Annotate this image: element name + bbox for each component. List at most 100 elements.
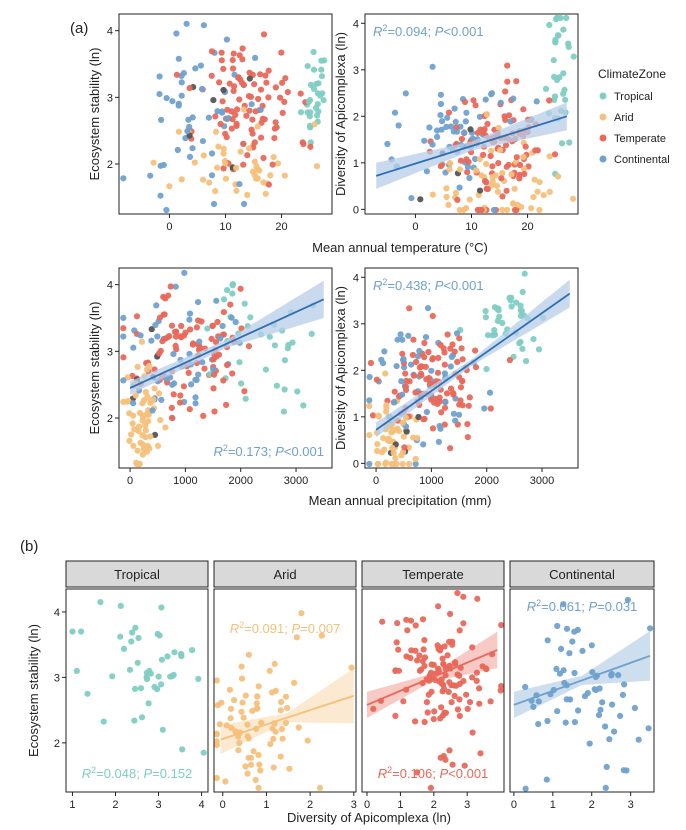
data-point: [571, 628, 578, 635]
data-point: [416, 667, 423, 674]
data-point: [435, 438, 442, 445]
data-point: [445, 688, 452, 696]
data-point: [461, 98, 469, 106]
data-point: [177, 392, 184, 399]
data-point: [402, 386, 410, 393]
data-point: [295, 724, 302, 731]
data-point: [443, 185, 450, 192]
data-point: [214, 677, 220, 684]
data-point: [456, 627, 463, 634]
data-point: [152, 321, 159, 329]
data-point: [498, 683, 504, 690]
panel-frame: [65, 588, 209, 793]
data-point: [457, 384, 465, 391]
data-point: [143, 676, 151, 683]
data-point: [448, 353, 455, 360]
data-point: [208, 72, 215, 79]
data-point: [267, 172, 274, 179]
data-point: [281, 172, 288, 179]
data-point: [503, 206, 511, 214]
data-point: [442, 756, 449, 763]
data-point: [393, 460, 400, 468]
data-point: [219, 109, 226, 116]
data-point: [621, 681, 628, 688]
data-point: [142, 389, 149, 396]
data-point: [257, 106, 264, 113]
data-point: [321, 57, 328, 64]
data-point: [219, 98, 226, 105]
data-point: [434, 400, 441, 407]
data-point: [252, 54, 259, 62]
data-point: [491, 331, 498, 338]
data-point: [212, 188, 219, 195]
data-point: [589, 669, 596, 676]
data-point: [406, 378, 413, 385]
data-point: [200, 22, 207, 29]
data-point: [412, 647, 419, 654]
regression-line: [129, 298, 325, 389]
data-point: [222, 160, 229, 167]
data-point: [158, 396, 165, 403]
data-point: [463, 156, 470, 163]
data-point: [546, 153, 553, 160]
data-point: [236, 96, 243, 103]
data-point: [266, 667, 273, 675]
data-point: [227, 715, 234, 722]
data-point: [212, 128, 220, 135]
data-point: [462, 118, 469, 125]
data-point: [480, 129, 487, 136]
data-point: [399, 391, 406, 398]
data-point: [210, 366, 217, 373]
data-point: [400, 356, 407, 363]
data-point: [142, 434, 149, 441]
data-point: [606, 736, 613, 743]
data-point: [307, 109, 314, 116]
data-point: [456, 166, 463, 173]
data-point: [247, 93, 255, 100]
data-point: [173, 71, 180, 78]
data-point: [181, 269, 188, 276]
legend-entry-arid: Arid: [599, 112, 634, 124]
data-point: [173, 30, 180, 37]
data-point: [414, 769, 421, 776]
data-point: [417, 196, 424, 203]
data-point: [390, 449, 397, 456]
data-point: [249, 116, 256, 123]
facet-header: [509, 560, 655, 588]
data-point: [441, 404, 449, 411]
data-point: [251, 81, 258, 88]
y-tick-label: 2: [107, 413, 113, 425]
data-point: [271, 135, 278, 142]
data-point: [281, 98, 288, 105]
data-point: [137, 332, 144, 339]
data-point: [453, 330, 461, 337]
data-point: [261, 116, 268, 123]
data-point: [216, 79, 223, 86]
data-point: [189, 647, 196, 654]
data-point: [281, 386, 288, 393]
data-point: [168, 404, 175, 411]
data-point: [320, 97, 327, 104]
data-point: [454, 671, 461, 678]
data-point: [408, 361, 415, 368]
data-point: [227, 301, 234, 308]
data-point: [442, 709, 449, 717]
data-point: [257, 767, 264, 774]
data-point: [147, 433, 154, 440]
data-point: [443, 123, 450, 130]
data-point: [472, 364, 480, 371]
y-tick-label: 3: [353, 319, 359, 331]
data-point: [238, 708, 245, 715]
data-point: [499, 206, 506, 214]
data-point: [180, 383, 187, 390]
data-point: [171, 649, 178, 656]
data-point: [253, 700, 260, 707]
data-point: [560, 601, 567, 608]
data-point: [253, 163, 260, 170]
stat-annotation: R2=0.048; P=0.152: [82, 765, 193, 781]
data-point: [489, 178, 496, 185]
data-point: [416, 347, 423, 354]
data-point: [198, 318, 205, 325]
data-point: [228, 314, 235, 321]
data-point: [491, 327, 498, 334]
